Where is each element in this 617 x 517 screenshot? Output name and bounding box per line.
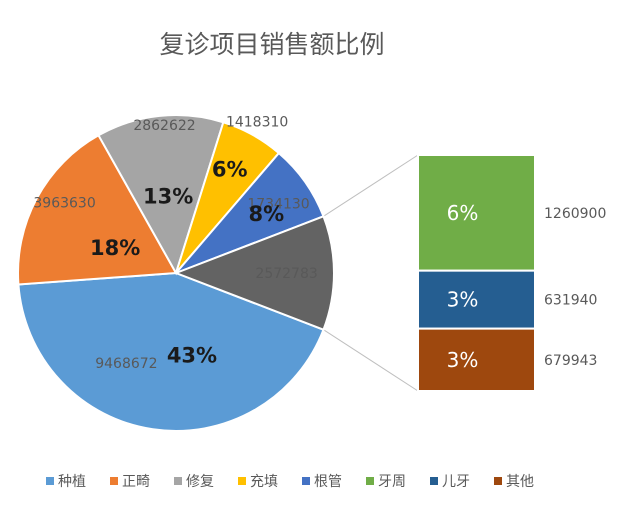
bar-segment (417, 154, 536, 272)
pie-slices: 9468672 43% 3963630 18% 2862622 13% 1418310 6% 1… (17, 114, 335, 432)
pie-slice (173, 215, 335, 331)
legend-swatch (46, 477, 54, 485)
bar-value-label: 1260900 (544, 206, 606, 222)
connector-line-top (323, 154, 419, 217)
legend-swatch (238, 477, 246, 485)
bar-percent-label: 3% (447, 288, 479, 312)
legend-label: 根管 (314, 474, 342, 490)
bar-percent-label: 3% (447, 348, 479, 372)
bar-percent-label: 6% (447, 201, 479, 225)
bar-value-label: 679943 (544, 353, 597, 369)
connector-lines (323, 154, 419, 392)
legend-swatch (174, 477, 182, 485)
slice-value-label: 2572783 (255, 266, 317, 282)
bar-segment (417, 327, 536, 392)
pie-slice (17, 271, 325, 432)
legend-label: 修复 (186, 473, 214, 490)
breakdown-bar: 6% 1260900 3% 631940 3% 679943 (417, 154, 606, 392)
slice-percent-label: 18% (90, 236, 140, 260)
legend-swatch (430, 477, 438, 485)
slice-percent-label: 43% (167, 343, 217, 367)
slice-percent-label: 6% (212, 157, 248, 181)
legend-label: 种植 (58, 474, 86, 490)
legend-swatch (494, 477, 502, 485)
legend-swatch (110, 477, 118, 485)
slice-value-label: 9468672 (95, 356, 157, 372)
legend-label: 充填 (250, 474, 278, 490)
legend-swatch (366, 477, 374, 485)
legend-label: 其他 (506, 474, 534, 490)
legend-label: 正畸 (122, 474, 150, 490)
legend: 种植 正畸 修复 充填 根管 牙周 儿牙 其他 (46, 473, 534, 490)
slice-value-label: 2862622 (133, 118, 195, 134)
legend-label: 儿牙 (442, 474, 470, 490)
legend-label: 牙周 (378, 474, 406, 490)
legend-swatch (302, 477, 310, 485)
slice-value-label: 1418310 (226, 115, 288, 131)
slice-percent-label: 8% (249, 202, 285, 226)
slice-value-label: 1734130 (247, 197, 309, 213)
connector-line-bottom (323, 329, 419, 392)
pie-slice (17, 133, 178, 286)
slice-value-label: 3963630 (33, 196, 95, 212)
chart-title: 复诊项目销售额比例 (159, 30, 384, 59)
bar-value-label: 631940 (544, 293, 597, 309)
pie-slice (97, 114, 225, 276)
slice-percent-label: 13% (143, 185, 193, 209)
